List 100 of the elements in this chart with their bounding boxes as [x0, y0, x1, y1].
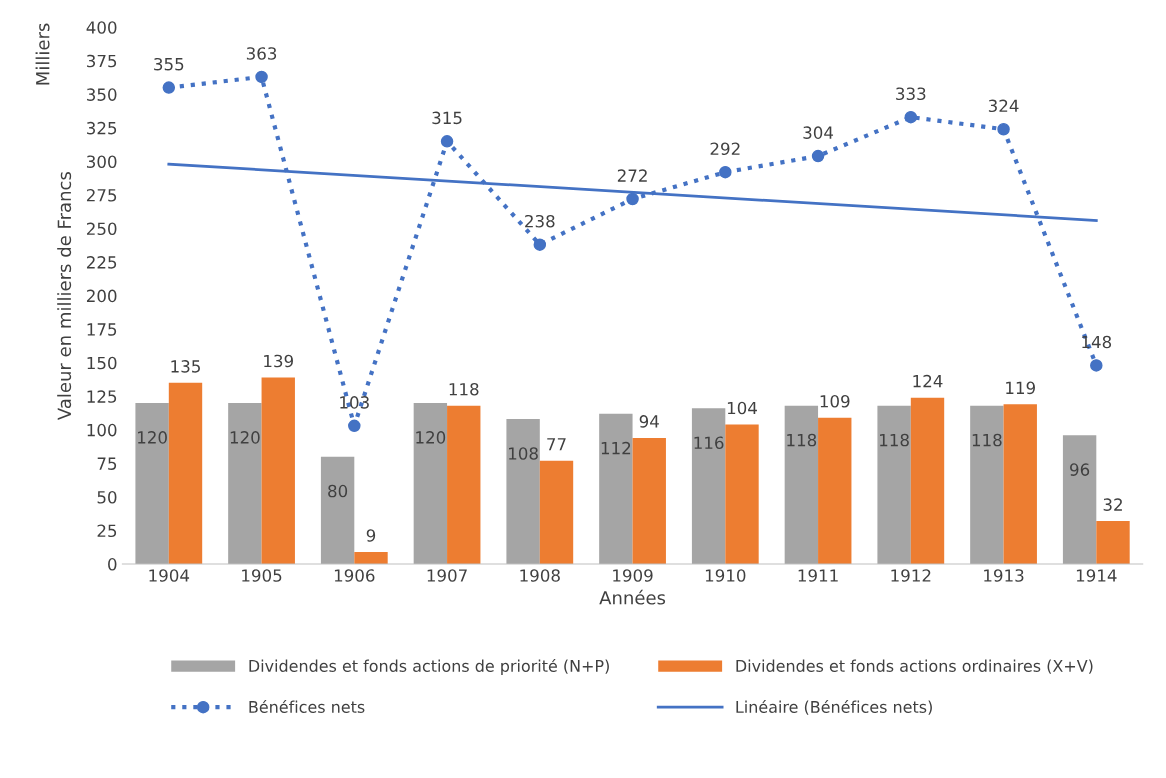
data-label: 124: [913, 374, 943, 388]
point: [1090, 359, 1103, 372]
point: [904, 110, 918, 124]
bar: [168, 382, 203, 565]
x-tick-label: 1906: [334, 569, 375, 582]
point: [348, 419, 361, 433]
x-tick-label: 1912: [891, 569, 931, 582]
bar: [725, 424, 759, 565]
bar: [691, 408, 726, 565]
y-tick-label: 175: [87, 323, 117, 336]
data-label: 94: [639, 415, 659, 428]
point: [719, 165, 732, 179]
data-label: 96: [1070, 463, 1090, 476]
bar: [1062, 435, 1097, 565]
text: Milliers: [35, 23, 50, 85]
legend-label: Bénéfices nets: [249, 699, 365, 713]
legend-label: Linéaire (Bénéfices nets): [736, 699, 932, 715]
y-axis-title: Valeur en milliers de Francs: [57, 172, 72, 421]
y-tick-label: 375: [87, 54, 117, 68]
data-label: 118: [880, 433, 909, 447]
bar: [599, 413, 633, 565]
data-label: 148: [1082, 335, 1112, 349]
bar: [818, 417, 852, 565]
point: [997, 122, 1010, 136]
bar: [539, 460, 574, 565]
bar: [261, 377, 295, 565]
data-label: 135: [171, 360, 200, 373]
x-tick-label: 1911: [798, 569, 838, 582]
y-tick-label: 0: [108, 558, 117, 571]
point: [162, 81, 176, 94]
data-label: 119: [1006, 381, 1035, 395]
y-tick-label: 50: [97, 490, 117, 504]
x-tick-label: 1909: [613, 569, 653, 582]
point: [626, 192, 639, 206]
y-tick-label: 125: [87, 390, 117, 403]
legend-label: Dividendes et fonds actions ordinaires (X+V): [736, 659, 1093, 674]
data-label: 80: [328, 484, 348, 498]
data-label: 120: [138, 431, 167, 444]
y-tick-label: 350: [87, 88, 117, 101]
data-label: 108: [509, 447, 538, 460]
data-label: 324: [988, 99, 1019, 113]
y-tick-label: 100: [87, 423, 117, 437]
x-tick-label: 1908: [520, 569, 560, 582]
data-label: 118: [449, 382, 479, 396]
x-tick-label: 1905: [242, 569, 282, 582]
data-label: 118: [787, 433, 817, 447]
y-tick-label: 225: [86, 256, 117, 269]
bar: [135, 403, 169, 565]
bar: [354, 551, 388, 565]
bar: [413, 403, 448, 565]
bar: [228, 403, 262, 565]
x-tick-label: 1907: [427, 569, 467, 582]
y-tick-label: 75: [97, 457, 117, 470]
bar: [1003, 404, 1037, 565]
y-tick-label: 250: [86, 222, 117, 236]
y-tick-label: 325: [87, 121, 117, 135]
data-label: 104: [727, 401, 757, 415]
bar: [506, 419, 540, 565]
data-label: 238: [525, 214, 555, 228]
data-label: 116: [694, 436, 724, 450]
data-label: 120: [416, 431, 446, 444]
data-label: 355: [154, 57, 184, 71]
x-tick-label: 1910: [705, 569, 746, 582]
bar: [910, 397, 945, 565]
y-tick-label: 400: [86, 21, 117, 34]
data-label: 77: [547, 438, 566, 451]
x-tick-label: 1914: [1076, 569, 1117, 582]
bar: [447, 405, 481, 565]
point: [255, 70, 268, 84]
data-label: 304: [803, 126, 834, 139]
data-label: 109: [820, 394, 850, 408]
y-tick-label: 25: [97, 524, 117, 538]
bar: [1096, 521, 1130, 565]
y-tick-label: 200: [86, 289, 117, 303]
x-tick-label: 1913: [984, 569, 1024, 582]
data-label: 139: [264, 354, 293, 368]
data-label: 315: [432, 111, 462, 125]
legend-label: Dividendes et fonds actions de priorité (N+P): [249, 658, 609, 676]
bar: [320, 456, 355, 565]
data-label: 118: [972, 433, 1002, 447]
data-label: 333: [896, 87, 926, 101]
data-label: 292: [710, 142, 740, 156]
y-tick-label: 150: [87, 356, 117, 370]
bar: [784, 405, 819, 565]
bar: [970, 405, 1004, 565]
point: [533, 238, 547, 251]
data-label: 32: [1103, 498, 1122, 511]
data-label: 120: [230, 431, 260, 444]
x-axis-title: Années: [599, 589, 666, 605]
bar: [632, 437, 666, 565]
data-label: 272: [617, 169, 647, 182]
y-tick-label: 275: [86, 188, 117, 202]
data-label: 363: [246, 47, 277, 60]
data-label: 9: [366, 529, 376, 542]
point: [811, 149, 825, 163]
data-label: 112: [601, 441, 631, 455]
bar: [877, 405, 911, 565]
point: [440, 135, 454, 148]
x-tick-label: 1904: [149, 569, 190, 582]
data-label: 103: [340, 396, 369, 409]
